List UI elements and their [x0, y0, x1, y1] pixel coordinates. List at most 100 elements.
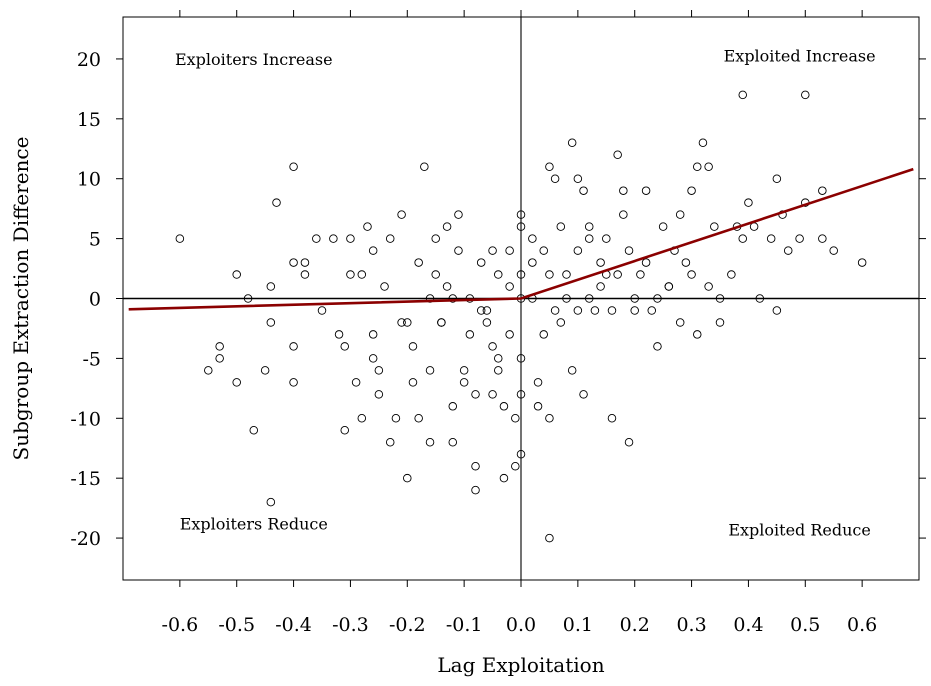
data-point: [698, 138, 708, 148]
data-point: [204, 366, 213, 375]
data-point: [624, 437, 634, 447]
data-point: [488, 390, 497, 399]
data-point: [584, 234, 594, 243]
x-tick-label: 0.3: [676, 614, 706, 636]
data-point: [715, 294, 725, 303]
data-point: [414, 258, 423, 267]
x-tick-label: -0.1: [446, 614, 483, 636]
data-point: [494, 270, 503, 279]
data-point: [346, 234, 355, 243]
data-point: [403, 318, 412, 327]
y-tick-label: 5: [89, 229, 101, 251]
data-point: [368, 330, 378, 339]
data-point: [562, 270, 571, 279]
data-point: [368, 354, 378, 363]
data-point: [556, 222, 566, 231]
data-point: [471, 485, 480, 495]
data-point: [329, 234, 338, 243]
data-point: [783, 246, 793, 255]
data-point: [533, 378, 543, 387]
data-point: [266, 282, 276, 291]
y-tick-label: -20: [70, 528, 101, 550]
data-point: [539, 330, 548, 339]
y-tick-label: -15: [70, 468, 101, 490]
data-point: [744, 198, 753, 207]
data-point: [567, 138, 577, 148]
data-point: [459, 378, 469, 387]
data-point: [766, 234, 776, 243]
quadrant-labels: Exploiters Increase Exploited Increase Exp…: [175, 46, 876, 539]
data-point: [528, 258, 537, 267]
data-point: [494, 366, 503, 375]
data-point: [476, 306, 486, 315]
data-point: [857, 258, 867, 267]
data-point: [613, 270, 622, 279]
y-tick-label: 20: [77, 49, 101, 71]
data-point: [687, 186, 696, 195]
data-point: [175, 234, 185, 243]
data-point: [545, 414, 554, 423]
y-axis-ticks: -20 -15 -10 -5 0 5 10 15 20: [70, 49, 926, 550]
data-point: [260, 366, 270, 375]
data-point: [579, 390, 588, 399]
data-point: [289, 162, 298, 171]
data-point: [425, 437, 435, 447]
x-tick-label: 0.6: [847, 614, 877, 636]
data-point: [545, 533, 554, 543]
x-tick-label: -0.5: [218, 614, 255, 636]
data-point: [715, 318, 725, 327]
data-point: [272, 198, 281, 207]
data-point: [619, 186, 628, 195]
y-tick-label: 0: [89, 289, 101, 311]
data-point: [590, 306, 600, 315]
x-tick-label: 0.5: [790, 614, 820, 636]
x-tick-label: -0.3: [332, 614, 369, 636]
data-point: [488, 246, 497, 255]
data-point: [442, 282, 452, 291]
data-point: [448, 402, 458, 411]
data-point: [653, 294, 662, 303]
data-point: [391, 414, 401, 423]
data-point: [476, 258, 486, 267]
data-point: [232, 270, 241, 279]
x-tick-label: -0.6: [162, 614, 199, 636]
data-point: [374, 366, 384, 375]
data-point: [607, 414, 617, 423]
data-point: [448, 294, 458, 303]
data-point: [414, 414, 423, 423]
data-point: [630, 306, 639, 315]
data-point: [511, 461, 520, 471]
data-point: [312, 234, 321, 243]
data-point: [533, 402, 543, 411]
data-point: [363, 222, 372, 231]
data-point: [624, 246, 634, 255]
data-point: [505, 282, 514, 291]
data-point: [471, 390, 480, 399]
data-point: [772, 306, 782, 315]
data-point: [573, 306, 583, 315]
data-point: [647, 306, 657, 315]
data-point: [215, 354, 224, 363]
x-tick-label: 0.4: [733, 614, 763, 636]
data-point: [499, 402, 509, 411]
data-point: [607, 306, 617, 315]
data-point: [738, 234, 747, 243]
data-point: [482, 318, 492, 327]
data-point: [795, 234, 804, 243]
data-point: [516, 390, 526, 399]
data-point: [499, 473, 509, 483]
data-point: [249, 426, 259, 435]
data-point: [528, 234, 537, 243]
data-point: [465, 294, 475, 303]
data-point: [408, 342, 418, 351]
x-axis-title: Lag Exploitation: [437, 653, 604, 677]
y-tick-label: -10: [70, 408, 101, 430]
data-point: [567, 366, 577, 375]
data-point: [289, 378, 298, 387]
data-point: [516, 210, 526, 219]
data-point: [340, 342, 349, 351]
data-point: [357, 270, 367, 279]
data-point: [505, 246, 514, 255]
data-point: [681, 258, 691, 267]
